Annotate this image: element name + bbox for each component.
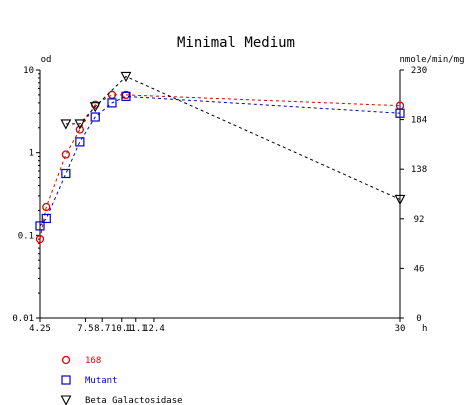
y-right-axis-label: nmole/min/mg — [399, 55, 464, 65]
series-beta-galactosidase — [60, 71, 406, 206]
y-left-tick-label: 10 — [23, 66, 34, 76]
x-tick-label: 30 — [395, 324, 406, 334]
series-line — [65, 75, 401, 200]
legend-label: 168 — [85, 356, 101, 366]
marker-triangle — [394, 194, 406, 206]
marker-triangle — [120, 71, 132, 83]
marker-square — [61, 375, 71, 385]
series-line — [39, 94, 401, 240]
x-tick-label: 10.1 — [111, 324, 133, 334]
legend: 168 Mutant Beta Galactosidase — [60, 355, 183, 405]
marker-square — [41, 213, 51, 224]
marker-square — [90, 112, 100, 122]
marker-triangle — [60, 119, 72, 130]
x-tick-label: 7.5 — [77, 324, 93, 334]
tick-layer: 0.01 0.1 1 10 0 46 92 138 184 230 4.25 7.5 8.7 10.111… — [12, 66, 427, 334]
marker-square — [35, 221, 45, 231]
series-layer — [35, 71, 406, 244]
y-right-tick-label: 0 — [416, 314, 421, 324]
series-mutant — [35, 91, 405, 231]
marker-triangle — [89, 102, 101, 113]
marker-square — [61, 168, 71, 179]
x-axis-label: h — [422, 324, 427, 334]
y-left-axis-label: od — [41, 55, 52, 65]
marker-triangle — [60, 395, 72, 405]
marker-circle — [75, 125, 84, 134]
marker-circle — [61, 150, 71, 159]
y-left-tick-label: 0.1 — [18, 231, 34, 241]
marker-circle — [35, 234, 45, 244]
series-line — [39, 95, 401, 227]
y-right-tick-label: 184 — [411, 116, 427, 126]
x-tick-label: 4.25 — [29, 324, 51, 334]
marker-square — [107, 98, 117, 108]
y-left-tick-label: 1 — [29, 149, 34, 159]
chart-title: Minimal Medium — [177, 35, 295, 51]
legend-item: 168 — [61, 355, 101, 366]
legend-label: Beta Galactosidase — [85, 396, 183, 405]
marker-square — [75, 137, 85, 147]
y-right-tick-label: 46 — [414, 264, 425, 274]
y-right-tick-label: 230 — [411, 66, 427, 76]
marker-square — [121, 91, 131, 101]
marker-triangle — [74, 119, 86, 130]
marker-circle — [61, 355, 71, 365]
legend-item: Mutant — [61, 375, 118, 386]
marker-square — [395, 108, 405, 118]
legend-item: Beta Galactosidase — [60, 395, 183, 405]
x-tick-label: 11.1 — [125, 324, 147, 334]
legend-label: Mutant — [85, 376, 118, 386]
y-right-tick-label: 92 — [414, 215, 425, 225]
y-left-tick-label: 0.01 — [12, 314, 34, 324]
x-tick-label: 8.7 — [94, 324, 110, 334]
y-right-tick-label: 138 — [411, 165, 427, 175]
x-tick-label: 12.4 — [143, 324, 165, 334]
marker-circle — [42, 202, 51, 212]
